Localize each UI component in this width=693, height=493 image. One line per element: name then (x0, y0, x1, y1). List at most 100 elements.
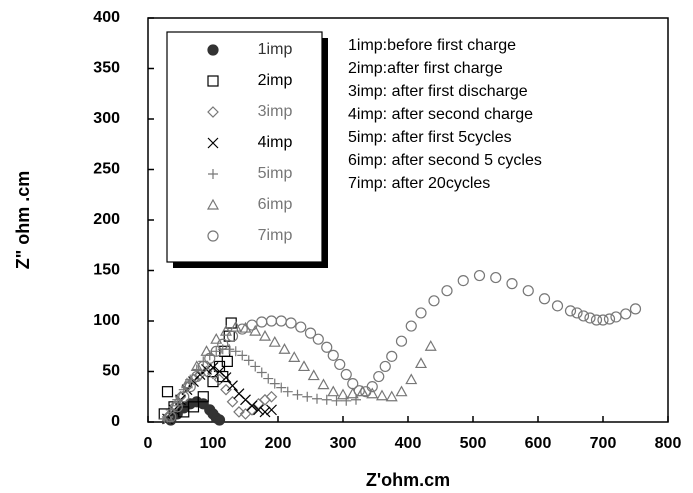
point (317, 378, 330, 390)
point (366, 381, 378, 393)
point (327, 349, 339, 361)
point (165, 411, 177, 423)
point (246, 319, 258, 331)
x-tick-label: 0 (144, 435, 153, 452)
legend-marker (208, 169, 218, 179)
legend-label: 7imp (258, 227, 293, 244)
point (227, 380, 238, 392)
legend-marker (207, 230, 219, 242)
x-tick-label: 700 (590, 435, 617, 452)
point (276, 382, 287, 393)
point (266, 404, 277, 416)
point (263, 373, 274, 384)
legend-label: 5imp (258, 165, 293, 182)
annotation: 7imp: after 20cycles (348, 175, 490, 192)
point (347, 378, 359, 390)
point (395, 335, 408, 347)
point (230, 346, 241, 357)
point (210, 332, 223, 344)
point (236, 323, 248, 335)
x-axis-label: Z'ohm.cm (366, 470, 450, 490)
point (259, 393, 271, 406)
point (424, 340, 437, 351)
point (302, 391, 313, 402)
point (597, 314, 609, 326)
point (278, 343, 291, 354)
x-tick-label: 800 (655, 435, 682, 452)
y-tick-label: 350 (93, 60, 120, 77)
point (538, 293, 551, 305)
point (288, 351, 301, 362)
y-tick-label: 100 (93, 312, 120, 329)
point (385, 390, 398, 402)
point (171, 395, 184, 407)
point (428, 295, 440, 307)
point (259, 406, 271, 418)
point (551, 300, 564, 312)
legend-label: 1imp (258, 41, 293, 58)
point (191, 364, 202, 375)
point (353, 385, 365, 397)
point (220, 372, 232, 383)
point (268, 335, 281, 347)
x-tick-label: 400 (395, 435, 422, 452)
point (237, 350, 248, 361)
point (221, 355, 233, 367)
point (233, 406, 245, 418)
point (226, 330, 239, 342)
point (415, 307, 427, 319)
point (331, 395, 342, 406)
point (373, 370, 385, 383)
legend-marker (207, 75, 219, 87)
y-tick-label: 0 (111, 413, 120, 430)
point (379, 360, 391, 373)
x-tick-label: 500 (460, 435, 487, 452)
point (304, 327, 317, 339)
point (256, 316, 268, 328)
legend-label: 2imp (258, 72, 293, 89)
point (253, 404, 264, 416)
point (414, 357, 428, 369)
annotation: 2imp:after first charge (348, 60, 503, 77)
point (190, 360, 203, 372)
x-tick-label: 300 (330, 435, 357, 452)
y-tick-label: 200 (93, 211, 120, 228)
annotation: 3imp: after first discharge (348, 83, 528, 100)
point (571, 307, 583, 319)
point (258, 329, 272, 341)
annotation: 6imp: after second 5 cycles (348, 152, 542, 169)
point (250, 361, 261, 372)
point (610, 311, 622, 323)
point (246, 400, 258, 412)
point (178, 391, 190, 403)
point (321, 394, 332, 405)
point (441, 285, 453, 297)
point (197, 391, 209, 403)
point (256, 367, 267, 378)
point (375, 389, 389, 401)
point (210, 345, 222, 357)
legend-marker (207, 106, 219, 118)
point (457, 275, 469, 287)
annotation: 1imp:before first charge (348, 37, 516, 54)
legend-marker (206, 198, 220, 210)
point (490, 271, 502, 284)
legend-label: 4imp (258, 134, 293, 151)
point (366, 387, 379, 399)
point (184, 381, 196, 393)
legend-label: 6imp (258, 196, 293, 213)
legend (166, 31, 323, 263)
point (282, 386, 293, 397)
point (178, 384, 189, 395)
point (629, 303, 642, 315)
point (161, 386, 174, 398)
y-axis-label: Z" ohm .cm (13, 171, 33, 270)
point (265, 390, 278, 403)
point (405, 320, 417, 332)
point (307, 369, 320, 381)
point (165, 404, 176, 415)
point (386, 350, 398, 362)
legend-marker (207, 137, 219, 149)
annotation: 5imp: after first 5cycles (348, 129, 512, 146)
